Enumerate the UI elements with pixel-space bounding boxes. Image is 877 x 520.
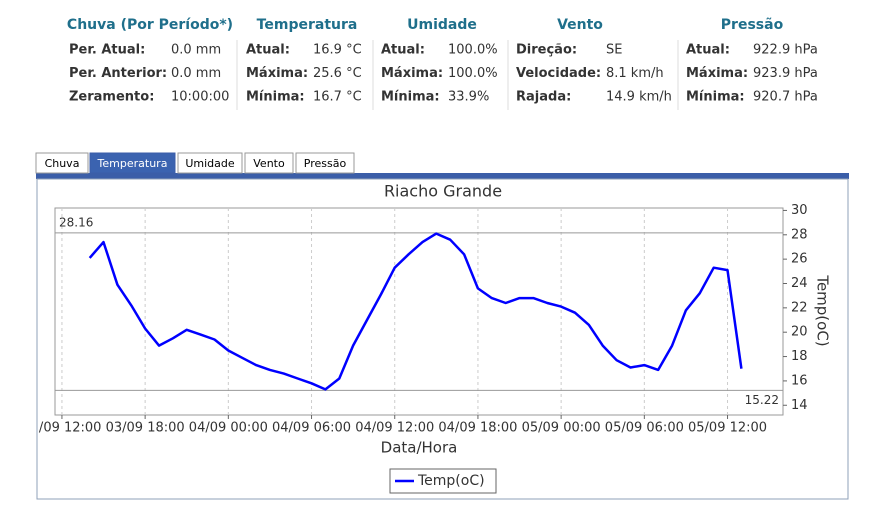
y-tick-label: 22	[791, 300, 808, 315]
stat-value: 10:00:00	[171, 90, 229, 105]
stat-label: Per. Atual:	[69, 43, 145, 58]
stat-label: Máxima:	[381, 66, 443, 81]
stat-label: Zeramento:	[69, 90, 154, 105]
y-axis-title: Temp(oC)	[814, 274, 832, 346]
data-line	[88, 232, 743, 391]
stat-label: Mínima:	[381, 90, 440, 105]
stat-value: 923.9 hPa	[753, 66, 818, 81]
stat-label: Atual:	[381, 43, 425, 58]
y-tick-label: 30	[791, 203, 808, 218]
stat-value: 16.9 °C	[313, 43, 362, 58]
x-tick-label: 04/09 12:00	[355, 421, 434, 436]
stat-label: Mínima:	[686, 90, 745, 105]
stat-label: Mínima:	[246, 90, 305, 105]
stat-label: Atual:	[686, 43, 730, 58]
x-axis-title: Data/Hora	[381, 439, 458, 457]
stat-value: 920.7 hPa	[753, 90, 818, 105]
chart: Riacho Grande 03/09 12:00 03/09 18:00 04/09…	[22, 182, 832, 494]
y-tick-label: 16	[791, 373, 808, 388]
y-tick-label: 24	[791, 276, 808, 291]
x-tick-label: 04/09 06:00	[272, 421, 351, 436]
x-tick-label: 05/09 12:00	[688, 421, 767, 436]
tab[interactable]	[89, 152, 176, 174]
tab[interactable]	[295, 152, 355, 174]
x-tick-label: 04/09 18:00	[438, 421, 517, 436]
x-tick-label: 05/09 06:00	[605, 421, 684, 436]
stat-value: 8.1 km/h	[606, 66, 664, 81]
stat-value: 33.9%	[448, 90, 489, 105]
tab-label[interactable]: Vento	[253, 157, 285, 170]
tab[interactable]	[35, 152, 89, 174]
tab-bar	[36, 173, 849, 179]
stat-label: Máxima:	[686, 66, 748, 81]
stat-value: 100.0%	[448, 66, 498, 81]
stat-heading: Chuva (Por Período*)	[67, 17, 233, 33]
y-tick-label: 26	[791, 252, 808, 267]
stat-value: 14.9 km/h	[606, 90, 672, 105]
y-tick-label: 18	[791, 349, 808, 364]
legend-label: Temp(oC)	[417, 473, 485, 489]
chart-panel	[36, 178, 849, 500]
stat-heading: Umidade	[407, 17, 477, 33]
stat-value: 25.6 °C	[313, 66, 362, 81]
stat-label: Velocidade:	[516, 66, 601, 81]
stat-label: Direção:	[516, 43, 577, 58]
x-tick-label: 05/09 00:00	[522, 421, 601, 436]
reference-label: 15.22	[745, 393, 779, 407]
reference-label: 28.16	[59, 215, 93, 229]
stat-value: 100.0%	[448, 43, 498, 58]
stat-heading: Temperatura	[257, 17, 358, 33]
x-tick-label: 03/09 18:00	[106, 421, 185, 436]
stat-label: Per. Anterior:	[69, 66, 167, 81]
chart-title: Riacho Grande	[384, 182, 502, 201]
stat-value: 0.0 mm	[171, 43, 221, 58]
tab-label[interactable]: Chuva	[45, 157, 80, 170]
tab[interactable]	[177, 152, 243, 174]
stat-value: 0.0 mm	[171, 66, 221, 81]
y-tick-label: 14	[791, 398, 808, 413]
stat-value: 16.7 °C	[313, 90, 362, 105]
x-tick-label: 03/09 12:00	[22, 421, 101, 436]
tab[interactable]	[244, 152, 294, 174]
stat-label: Rajada:	[516, 90, 571, 105]
tab-label[interactable]: Umidade	[185, 157, 235, 170]
x-tick-label: 04/09 00:00	[189, 421, 268, 436]
stat-label: Máxima:	[246, 66, 308, 81]
tab-label[interactable]: Temperatura	[97, 157, 168, 170]
stat-heading: Pressão	[721, 17, 784, 33]
stat-heading: Vento	[557, 17, 603, 33]
plot-area	[54, 207, 784, 416]
y-tick-label: 28	[791, 227, 808, 242]
stat-label: Atual:	[246, 43, 290, 58]
y-tick-label: 20	[791, 325, 808, 340]
tab-label[interactable]: Pressão	[304, 157, 347, 170]
stat-value: 922.9 hPa	[753, 43, 818, 58]
stat-value: SE	[606, 43, 622, 58]
